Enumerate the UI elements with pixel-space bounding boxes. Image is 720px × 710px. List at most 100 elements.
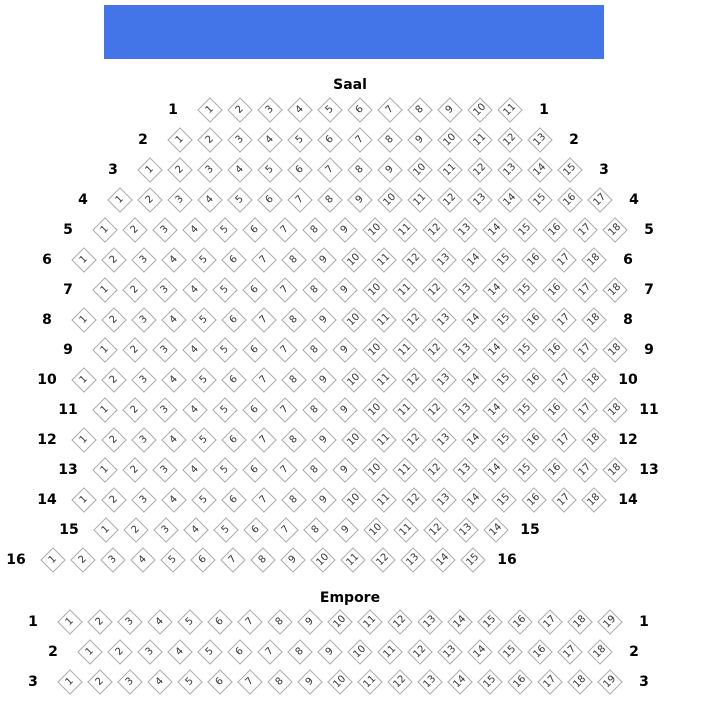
seat[interactable]: 3 <box>152 337 178 363</box>
seat[interactable]: 13 <box>417 609 443 635</box>
seat[interactable]: 2 <box>122 337 148 363</box>
seat[interactable]: 4 <box>197 187 223 213</box>
seat[interactable]: 8 <box>267 609 293 635</box>
seat[interactable]: 4 <box>147 609 173 635</box>
seat[interactable]: 13 <box>452 277 478 303</box>
seat[interactable]: 14 <box>461 247 487 273</box>
seat[interactable]: 9 <box>377 157 403 183</box>
seat[interactable]: 10 <box>363 517 389 543</box>
seat[interactable]: 14 <box>461 487 487 513</box>
seat[interactable]: 14 <box>461 427 487 453</box>
seat[interactable]: 10 <box>362 337 388 363</box>
seat[interactable]: 1 <box>167 127 193 153</box>
seat[interactable]: 18 <box>602 397 628 423</box>
seat[interactable]: 17 <box>572 457 598 483</box>
seat[interactable]: 13 <box>400 547 426 573</box>
seat[interactable]: 15 <box>512 397 538 423</box>
seat[interactable]: 4 <box>130 547 156 573</box>
seat[interactable]: 14 <box>461 307 487 333</box>
seat[interactable]: 8 <box>281 367 307 393</box>
seat[interactable]: 12 <box>401 307 427 333</box>
seat[interactable]: 19 <box>597 669 623 695</box>
seat[interactable]: 12 <box>422 277 448 303</box>
seat[interactable]: 8 <box>377 127 403 153</box>
seat[interactable]: 17 <box>572 217 598 243</box>
seat[interactable]: 11 <box>437 157 463 183</box>
seat[interactable]: 9 <box>332 457 358 483</box>
seat[interactable]: 9 <box>297 669 323 695</box>
seat[interactable]: 15 <box>512 457 538 483</box>
seat[interactable]: 16 <box>542 457 568 483</box>
seat[interactable]: 6 <box>243 517 269 543</box>
seat[interactable]: 18 <box>567 609 593 635</box>
seat[interactable]: 7 <box>347 127 373 153</box>
seat[interactable]: 13 <box>431 307 457 333</box>
seat[interactable]: 18 <box>581 367 607 393</box>
seat[interactable]: 12 <box>422 397 448 423</box>
seat[interactable]: 14 <box>447 669 473 695</box>
seat[interactable]: 7 <box>317 157 343 183</box>
seat[interactable]: 7 <box>237 609 263 635</box>
seat[interactable]: 8 <box>281 247 307 273</box>
seat[interactable]: 16 <box>507 609 533 635</box>
seat[interactable]: 12 <box>423 517 449 543</box>
seat[interactable]: 10 <box>341 307 367 333</box>
seat[interactable]: 5 <box>212 397 238 423</box>
seat[interactable]: 11 <box>392 277 418 303</box>
seat[interactable]: 5 <box>317 97 343 123</box>
seat[interactable]: 2 <box>101 427 127 453</box>
seat[interactable]: 1 <box>71 427 97 453</box>
seat[interactable]: 11 <box>357 669 383 695</box>
seat[interactable]: 4 <box>161 367 187 393</box>
seat[interactable]: 7 <box>251 247 277 273</box>
seat[interactable]: 14 <box>430 547 456 573</box>
seat[interactable]: 2 <box>101 367 127 393</box>
seat[interactable]: 5 <box>212 277 238 303</box>
seat[interactable]: 15 <box>491 247 517 273</box>
seat[interactable]: 3 <box>257 97 283 123</box>
seat[interactable]: 16 <box>542 277 568 303</box>
seat[interactable]: 11 <box>497 97 523 123</box>
seat[interactable]: 3 <box>227 127 253 153</box>
seat[interactable]: 9 <box>332 277 358 303</box>
seat[interactable]: 15 <box>497 639 523 665</box>
seat[interactable]: 2 <box>122 217 148 243</box>
seat[interactable]: 7 <box>251 427 277 453</box>
seat[interactable]: 7 <box>272 277 298 303</box>
seat[interactable]: 15 <box>527 187 553 213</box>
seat[interactable]: 11 <box>392 217 418 243</box>
seat[interactable]: 3 <box>153 517 179 543</box>
seat[interactable]: 16 <box>542 337 568 363</box>
seat[interactable]: 6 <box>221 247 247 273</box>
seat[interactable]: 18 <box>581 307 607 333</box>
seat[interactable]: 2 <box>167 157 193 183</box>
seat[interactable]: 16 <box>507 669 533 695</box>
seat[interactable]: 10 <box>310 547 336 573</box>
seat[interactable]: 9 <box>333 517 359 543</box>
seat[interactable]: 15 <box>477 669 503 695</box>
seat[interactable]: 6 <box>227 639 253 665</box>
seat[interactable]: 14 <box>482 277 508 303</box>
seat[interactable]: 9 <box>437 97 463 123</box>
seat[interactable]: 1 <box>57 669 83 695</box>
seat[interactable]: 8 <box>407 97 433 123</box>
seat[interactable]: 2 <box>123 517 149 543</box>
seat[interactable]: 3 <box>152 277 178 303</box>
seat[interactable]: 14 <box>482 397 508 423</box>
seat[interactable]: 6 <box>207 609 233 635</box>
seat[interactable]: 18 <box>581 427 607 453</box>
seat[interactable]: 12 <box>422 217 448 243</box>
seat[interactable]: 9 <box>311 367 337 393</box>
seat[interactable]: 1 <box>77 639 103 665</box>
seat[interactable]: 13 <box>452 397 478 423</box>
seat[interactable]: 9 <box>280 547 306 573</box>
seat[interactable]: 10 <box>467 97 493 123</box>
seat[interactable]: 13 <box>431 247 457 273</box>
seat[interactable]: 5 <box>197 639 223 665</box>
seat[interactable]: 3 <box>152 457 178 483</box>
seat[interactable]: 11 <box>467 127 493 153</box>
seat[interactable]: 1 <box>92 457 118 483</box>
seat[interactable]: 2 <box>101 247 127 273</box>
seat[interactable]: 11 <box>392 457 418 483</box>
seat[interactable]: 11 <box>407 187 433 213</box>
